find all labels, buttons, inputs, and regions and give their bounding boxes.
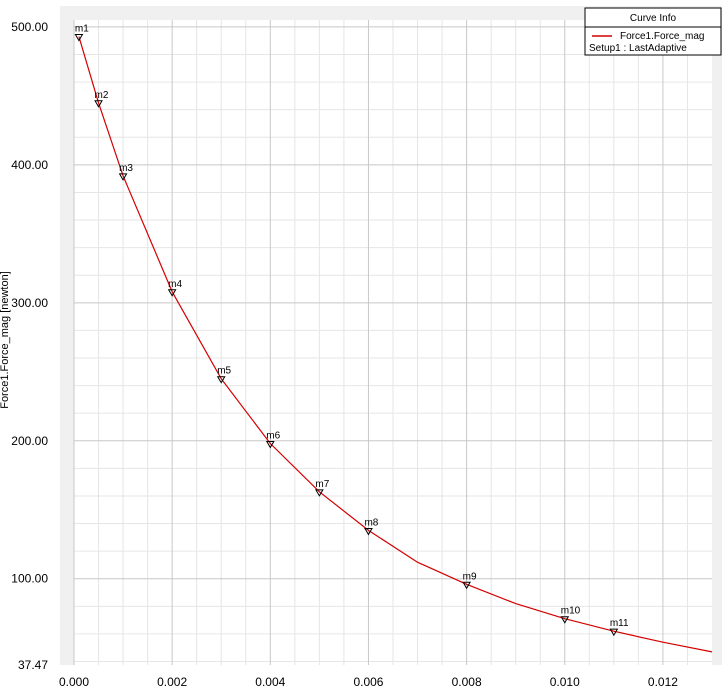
marker-label: m5 (217, 366, 231, 377)
marker-symbol (609, 628, 619, 637)
marker-symbol (74, 34, 84, 42)
marker-symbol (364, 527, 373, 536)
marker-label: m3 (119, 163, 133, 174)
marker-symbol (462, 581, 471, 590)
legend-title: Curve Info (630, 13, 677, 24)
marker-symbol (265, 441, 275, 449)
legend-series-name: Force1.Force_mag (620, 31, 704, 42)
x-tick-label: 0.002 (157, 675, 187, 689)
marker-symbol (560, 616, 570, 624)
marker-label: m4 (168, 279, 182, 290)
marker-label: m11 (610, 618, 629, 629)
x-tick-label: 0.008 (452, 675, 482, 689)
marker-symbol (167, 289, 177, 297)
marker-label: m7 (315, 479, 329, 490)
marker-label: m8 (364, 517, 378, 528)
marker-symbol (118, 173, 128, 181)
marker-label: m2 (95, 90, 109, 101)
x-tick-label: 0.012 (648, 675, 678, 689)
x-tick-label: 0.000 (59, 675, 89, 689)
y-tick-label: 100.00 (11, 572, 48, 586)
x-tick-label: 0.006 (353, 675, 383, 689)
series-line-force-mag (78, 36, 713, 653)
legend-box (584, 7, 722, 56)
y-axis-ticks: 500.00 400.00 300.00 200.00 100.00 37.47 (11, 20, 48, 672)
legend-setup-label: Setup1 : LastAdaptive (589, 43, 687, 54)
y-tick-label: 400.00 (11, 158, 48, 172)
y-tick-label: 300.00 (11, 296, 48, 310)
marker-label: m9 (463, 571, 477, 582)
marker-label: m6 (266, 431, 280, 442)
x-tick-label: 0.004 (255, 675, 285, 689)
marker-symbol (315, 489, 324, 497)
marker-label: m10 (561, 606, 581, 617)
x-axis-ticks: 0.000 0.002 0.004 0.006 0.008 0.010 0.012 (59, 675, 678, 689)
legend: Curve Info Force1.Force_mag Setup1 : Las… (584, 7, 722, 56)
y-axis-label: Force1.Force_mag [newton] (0, 271, 11, 409)
x-tick-label: 0.010 (550, 675, 580, 689)
y-tick-label: 500.00 (11, 20, 48, 34)
y-tick-label: 37.47 (18, 658, 48, 672)
marker-symbol (94, 100, 103, 108)
y-tick-label: 200.00 (11, 434, 48, 448)
markers: m1 m2 m3 m4 m5 m6 m7 m8 m9 m10 m11 (74, 24, 629, 637)
marker-symbol (216, 376, 226, 384)
marker-label: m1 (75, 24, 89, 35)
